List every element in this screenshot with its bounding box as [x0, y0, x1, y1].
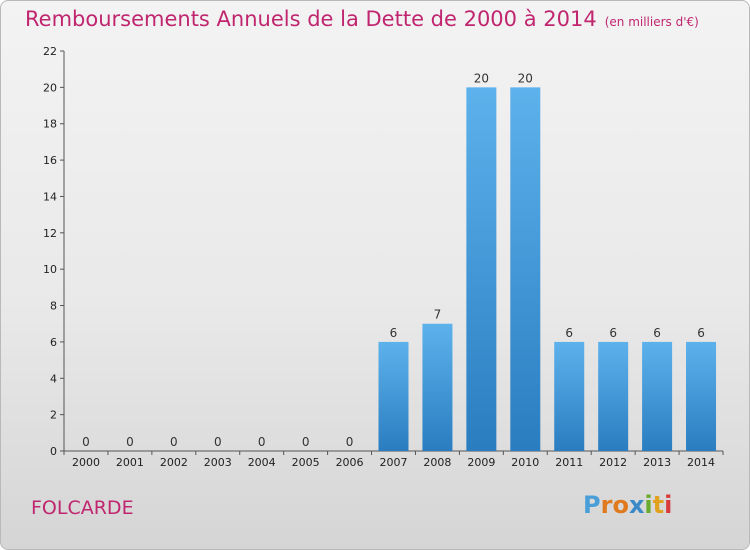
bar-value-label: 0: [82, 435, 90, 449]
commune-name: FOLCARDE: [31, 497, 134, 519]
logo-letter: r: [600, 491, 613, 519]
y-tick-label: 10: [43, 263, 57, 276]
x-tick-label: 2010: [511, 456, 539, 469]
y-tick-label: 4: [50, 372, 57, 385]
x-tick-label: 2001: [116, 456, 144, 469]
y-tick-label: 16: [43, 154, 57, 167]
bar-value-label: 6: [697, 326, 705, 340]
y-tick-label: 20: [43, 81, 57, 94]
bar-value-label: 0: [214, 435, 222, 449]
chart-unit: (en milliers d'€): [604, 15, 699, 29]
bar-value-label: 20: [474, 71, 489, 85]
logo-letter: x: [628, 491, 645, 519]
bar-value-label: 6: [609, 326, 617, 340]
x-tick-label: 2014: [687, 456, 715, 469]
chart-title: Remboursements Annuels de la Dette de 20…: [25, 7, 699, 31]
bar: [422, 323, 453, 451]
bar-value-label: 6: [653, 326, 661, 340]
bar-value-label: 6: [565, 326, 573, 340]
x-tick-label: 2012: [599, 456, 627, 469]
logo-letter: t: [652, 491, 665, 519]
chart-title-text: Remboursements Annuels de la Dette de 20…: [25, 7, 597, 31]
bar: [598, 341, 629, 451]
x-tick-label: 2003: [204, 456, 232, 469]
x-tick-label: 2009: [467, 456, 495, 469]
bar-value-label: 0: [302, 435, 310, 449]
x-tick-label: 2005: [292, 456, 320, 469]
y-tick-label: 22: [43, 45, 57, 58]
x-tick-label: 2007: [380, 456, 408, 469]
bar: [510, 87, 541, 451]
x-tick-label: 2011: [555, 456, 583, 469]
bar-value-label: 6: [390, 326, 398, 340]
bar-value-label: 20: [518, 71, 533, 85]
logo-letter: P: [583, 491, 601, 519]
y-tick-label: 2: [50, 409, 57, 422]
bar-value-label: 7: [434, 308, 442, 322]
x-tick-label: 2002: [160, 456, 188, 469]
bar: [686, 341, 717, 451]
bar-value-label: 0: [346, 435, 354, 449]
bar: [642, 341, 673, 451]
proxiti-logo: Proxiti: [583, 491, 672, 519]
x-tick-label: 2013: [643, 456, 671, 469]
bar-value-label: 0: [258, 435, 266, 449]
x-tick-label: 2006: [336, 456, 364, 469]
y-tick-label: 14: [43, 190, 57, 203]
bar: [378, 341, 409, 451]
y-tick-label: 6: [50, 336, 57, 349]
logo-letter: i: [644, 491, 653, 519]
x-tick-label: 2000: [72, 456, 100, 469]
bar-value-label: 0: [126, 435, 134, 449]
x-tick-label: 2004: [248, 456, 276, 469]
logo-letter: o: [612, 491, 629, 519]
bar: [554, 341, 585, 451]
y-tick-label: 12: [43, 227, 57, 240]
bar: [466, 87, 497, 451]
bar-value-label: 0: [170, 435, 178, 449]
y-tick-label: 0: [50, 445, 57, 458]
y-tick-label: 8: [50, 300, 57, 313]
y-tick-label: 18: [43, 118, 57, 131]
logo-letter: i: [664, 491, 673, 519]
x-tick-label: 2008: [423, 456, 451, 469]
